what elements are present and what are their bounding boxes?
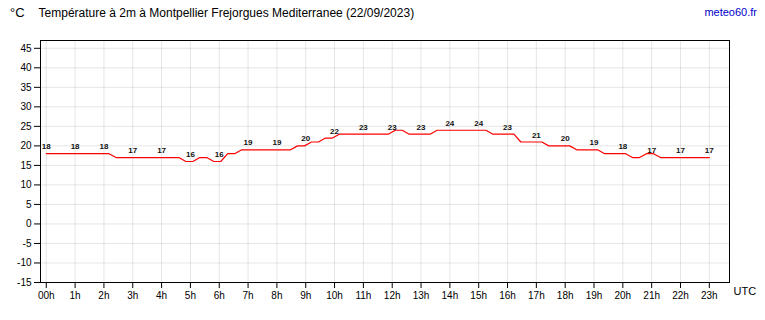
svg-text:20: 20 — [301, 134, 310, 143]
html-text:°C: °C — [10, 4, 25, 20]
svg-text:19: 19 — [590, 138, 599, 147]
svg-text:23: 23 — [417, 123, 426, 132]
svg-text:22: 22 — [330, 127, 339, 136]
svg-text:23h: 23h — [701, 290, 718, 301]
svg-text:UTC: UTC — [734, 285, 757, 297]
svg-text:11h: 11h — [355, 290, 371, 301]
svg-text:0: 0 — [26, 218, 32, 229]
svg-text:-10: -10 — [17, 257, 32, 268]
svg-text:12h: 12h — [384, 290, 401, 301]
svg-text:13h: 13h — [413, 290, 430, 301]
svg-text:25: 25 — [20, 121, 32, 132]
svg-text:21h: 21h — [643, 290, 660, 301]
svg-text:23: 23 — [503, 123, 512, 132]
svg-text:8h: 8h — [271, 290, 282, 301]
svg-text:18: 18 — [71, 142, 80, 151]
svg-text:40: 40 — [20, 62, 32, 73]
svg-text:24: 24 — [474, 119, 483, 128]
svg-text:16: 16 — [186, 150, 195, 159]
svg-text:18: 18 — [42, 142, 51, 151]
svg-text:7h: 7h — [243, 290, 254, 301]
svg-text:15: 15 — [20, 160, 32, 171]
svg-text:20: 20 — [20, 140, 32, 151]
svg-text:4h: 4h — [156, 290, 167, 301]
svg-text:23: 23 — [388, 123, 397, 132]
svg-text:17: 17 — [647, 146, 656, 155]
svg-text:2h: 2h — [98, 290, 109, 301]
svg-text:16h: 16h — [499, 290, 516, 301]
svg-text:10h: 10h — [326, 290, 343, 301]
svg-text:35: 35 — [20, 82, 32, 93]
svg-text:1h: 1h — [70, 290, 81, 301]
svg-text:19: 19 — [272, 138, 281, 147]
svg-text:-15: -15 — [17, 277, 32, 288]
svg-text:19: 19 — [244, 138, 253, 147]
svg-text:20h: 20h — [614, 290, 631, 301]
svg-text:10: 10 — [20, 179, 32, 190]
svg-text:14h: 14h — [442, 290, 459, 301]
svg-text:-5: -5 — [23, 238, 32, 249]
svg-text:18h: 18h — [557, 290, 574, 301]
svg-text:30: 30 — [20, 101, 32, 112]
svg-text:3h: 3h — [127, 290, 138, 301]
svg-text:19h: 19h — [586, 290, 603, 301]
svg-text:17: 17 — [128, 146, 137, 155]
svg-text:45: 45 — [20, 43, 32, 54]
svg-text:6h: 6h — [214, 290, 225, 301]
svg-text:21: 21 — [532, 131, 541, 140]
svg-text:24: 24 — [445, 119, 454, 128]
svg-text:9h: 9h — [300, 290, 311, 301]
svg-text:17: 17 — [705, 146, 714, 155]
svg-text:17h: 17h — [528, 290, 545, 301]
svg-text:5h: 5h — [185, 290, 196, 301]
html-text:Température à 2m à Montpellier: Température à 2m à Montpellier Frejorgue… — [38, 5, 415, 20]
svg-text:16: 16 — [215, 150, 224, 159]
svg-text:15h: 15h — [470, 290, 487, 301]
svg-text:5: 5 — [26, 199, 32, 210]
html-text:meteo60.fr: meteo60.fr — [704, 6, 757, 18]
svg-text:22h: 22h — [672, 290, 689, 301]
svg-text:17: 17 — [676, 146, 685, 155]
svg-text:20: 20 — [561, 134, 570, 143]
svg-text:18: 18 — [99, 142, 108, 151]
svg-text:23: 23 — [359, 123, 368, 132]
svg-text:00h: 00h — [38, 290, 55, 301]
svg-text:17: 17 — [157, 146, 166, 155]
svg-text:18: 18 — [618, 142, 627, 151]
